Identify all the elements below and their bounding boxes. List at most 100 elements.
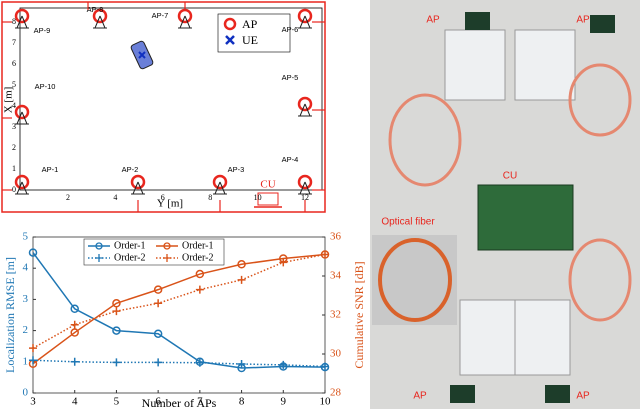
ap-icon <box>15 111 29 125</box>
data-point <box>279 258 288 267</box>
x-tick-label: 3 <box>12 122 16 131</box>
legend-marker <box>95 242 103 250</box>
photo <box>370 0 640 409</box>
x-tick-label: 7 <box>197 396 203 408</box>
data-point <box>29 356 37 365</box>
x-tick-label: 8 <box>239 396 245 408</box>
photo-label: Optical fiber <box>381 217 435 228</box>
data-point <box>112 358 121 367</box>
ap-icon <box>130 174 146 190</box>
x-axis-label: X [m] <box>3 87 15 114</box>
x-tick-label: 5 <box>114 396 120 408</box>
data-point <box>70 304 79 314</box>
y-tick-label: 2 <box>66 193 70 202</box>
ap-icon <box>15 181 29 195</box>
photo-label: AP <box>413 391 427 402</box>
ap-icon <box>15 15 29 29</box>
data-point <box>70 328 79 337</box>
data-point <box>70 357 79 366</box>
y2-tick-label: 34 <box>330 270 342 282</box>
series-line <box>32 252 326 369</box>
y-tick-label: 1 <box>23 355 29 367</box>
data-point <box>195 269 205 279</box>
ap-icon <box>298 15 312 29</box>
y-tick-label: 8 <box>208 193 212 202</box>
ap-label: AP-1 <box>42 165 59 174</box>
legend-marker <box>163 254 171 262</box>
x-tick-label: 5 <box>12 80 16 89</box>
x-tick-label: 10 <box>320 396 332 408</box>
series-line <box>32 253 326 365</box>
ap-label: AP-7 <box>152 11 169 20</box>
data-point <box>112 307 121 316</box>
data-point <box>154 299 163 308</box>
ap-icon <box>131 181 145 195</box>
ap-icon <box>297 174 313 190</box>
cu-label: CU <box>260 179 275 191</box>
y2-tick-label: 30 <box>330 348 342 360</box>
ap-icon <box>93 15 107 29</box>
x-tick-label: 1 <box>12 164 16 173</box>
layout-diagram <box>1 1 326 213</box>
ap-label: AP-9 <box>34 26 51 35</box>
y-tick-label: 4 <box>23 262 29 274</box>
data-point <box>112 299 121 308</box>
x-tick-label: 4 <box>72 396 78 408</box>
ap-icon <box>297 96 313 112</box>
x-tick-label: 9 <box>281 396 287 408</box>
legend-marker <box>95 254 103 262</box>
ap-icon <box>14 104 30 120</box>
ap-label: AP-8 <box>87 5 104 14</box>
data-point <box>29 344 37 353</box>
y-tick-label: 4 <box>113 193 117 202</box>
ap-label: AP-10 <box>35 82 56 91</box>
data-point <box>195 285 204 294</box>
y-tick-label: 12 <box>301 193 309 202</box>
x-tick-label: 7 <box>12 38 16 47</box>
ap-label: AP-3 <box>228 165 245 174</box>
data-point <box>70 320 79 329</box>
ap-icon <box>178 15 192 29</box>
ap-icon <box>92 8 108 24</box>
photo-label: AP <box>576 15 590 26</box>
x-axis-title: Number of APs <box>142 396 217 409</box>
y-tick-label: 2 <box>23 324 29 336</box>
ap-label: AP-2 <box>122 165 139 174</box>
legend-label: AP <box>242 17 258 31</box>
data-point <box>321 250 329 259</box>
y-tick-label: 5 <box>23 231 29 243</box>
legend-label: Order-2 <box>182 252 213 263</box>
photo-label: CU <box>503 171 517 182</box>
ap-label: AP-5 <box>282 73 299 82</box>
data-point <box>237 359 246 368</box>
photo-label: AP <box>426 15 440 26</box>
legend-label: Order-1 <box>114 240 145 251</box>
legend-marker <box>163 242 171 250</box>
x-tick-label: 6 <box>12 59 16 68</box>
ap-icon <box>298 103 312 117</box>
ap-label: AP-6 <box>282 25 299 34</box>
data-point <box>154 358 163 367</box>
legend-label: Order-1 <box>182 240 213 251</box>
y2-tick-label: 32 <box>330 309 341 321</box>
ap-icon <box>14 174 30 190</box>
data-point <box>321 362 329 371</box>
data-point <box>153 329 163 338</box>
y-axis-title: Localization RMSE [m] <box>3 257 17 373</box>
x-tick-label: 0 <box>12 185 16 194</box>
ap-label: AP-4 <box>282 155 299 164</box>
y-tick-label: 10 <box>254 193 262 202</box>
y-tick-label: 0 <box>23 387 29 399</box>
x-tick-label: 3 <box>30 396 36 408</box>
ap-icon <box>14 8 30 24</box>
y2-axis-title: Cumulative SNR [dB] <box>352 261 366 368</box>
data-point <box>237 275 246 284</box>
ap-icon <box>297 8 313 24</box>
y-tick-label: 3 <box>23 293 29 305</box>
y-tick-label: 6 <box>161 193 165 202</box>
legend-label: Order-2 <box>114 252 145 263</box>
y-axis-label: Y [m] <box>157 198 183 210</box>
ap-icon <box>212 174 228 190</box>
